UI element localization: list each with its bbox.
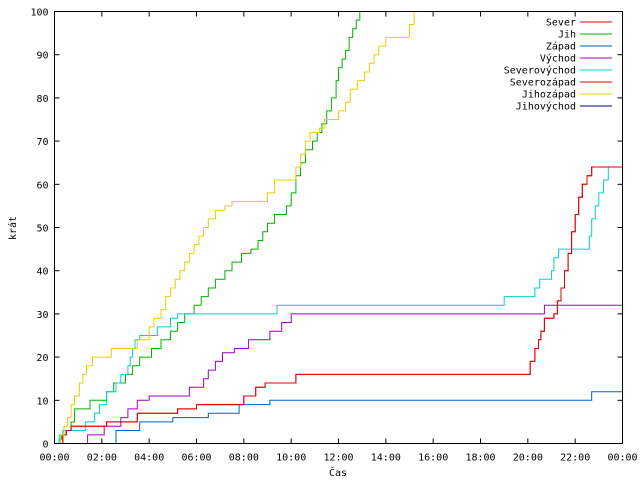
y-axis-label: krát [7,216,19,240]
legend-label: Severovýchod [504,65,576,77]
series-line-7 [54,11,415,444]
x-tick-label: 10:00 [276,453,306,464]
x-tick-label: 14:00 [371,453,401,464]
x-tick-label: 22:00 [560,453,590,464]
series-lines [54,11,623,444]
x-tick-label: 08:00 [229,453,259,464]
x-tick-label: 18:00 [465,453,495,464]
y-tick-label: 70 [36,137,48,148]
y-tick-label: 40 [36,267,48,278]
y-tick-label: 90 [36,51,48,62]
legend-label: Východ [540,53,576,65]
x-tick-label: 12:00 [323,453,353,464]
y-tick-label: 100 [30,8,48,19]
series-line-5 [54,154,623,444]
y-tick-label: 0 [42,440,48,451]
x-tick-label: 16:00 [418,453,448,464]
y-tick-label: 80 [36,94,48,105]
legend-label: Jihovýchod [516,101,576,113]
legend-label: Jihozápad [522,89,576,101]
x-tick-label: 00:00 [607,453,637,464]
legend-label: Jih [558,30,576,41]
x-tick-label: 02:00 [87,453,117,464]
y-tick-label: 20 [36,353,48,364]
x-tick-label: 06:00 [181,453,211,464]
series-line-2 [54,11,361,444]
x-axis-label: Čas [329,466,347,479]
y-tick-label: 30 [36,310,48,321]
series-line-3 [54,391,623,444]
y-tick-label: 10 [36,396,48,407]
legend: SeverJihZápadVýchodSeverovýchodSeverozáp… [504,18,612,113]
x-tick-label: 20:00 [513,453,543,464]
legend-label: Severozápad [510,77,576,89]
legend-label: Západ [546,41,576,53]
plot-frame [54,11,623,444]
y-tick-label: 60 [36,180,48,191]
x-tick-label: 04:00 [134,453,164,464]
x-tick-label: 00:00 [39,453,69,464]
legend-label: Sever [546,18,576,29]
y-tick-label: 50 [36,224,48,235]
series-line-6 [54,166,623,444]
axis-ticks: 0 10 20 30 40 50 60 70 80 90 100 00:00 02:00 04:00 06:… [30,8,637,464]
